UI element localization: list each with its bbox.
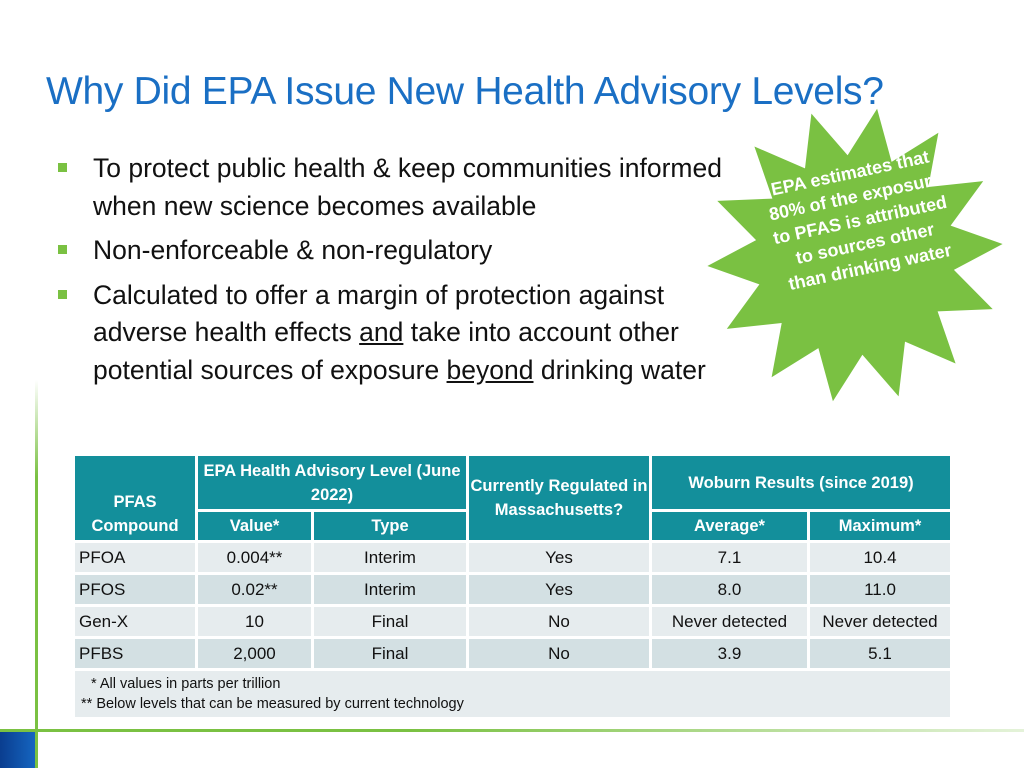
bullet-icon <box>58 289 67 299</box>
footnote: ** Below levels that can be measured by … <box>81 696 464 712</box>
table-cell: Final <box>311 604 469 639</box>
header-woburn: Woburn Results (since 2019) <box>649 453 953 512</box>
bullet-icon <box>58 163 67 172</box>
table-cell: No <box>466 636 652 671</box>
bullet-text: Calculated to offer a margin of protecti… <box>93 279 665 348</box>
footnotes: * All values in parts per trillion ** Be… <box>72 668 953 720</box>
header-value: Value* <box>195 509 314 543</box>
bullet-text: take into account other potential source… <box>93 317 679 385</box>
starburst-callout-shape <box>707 108 1003 402</box>
table-cell: Yes <box>466 572 652 607</box>
header-regulated: Currently Regulated in Massachusetts? <box>466 453 652 543</box>
header-type: Type <box>311 509 469 543</box>
bullet-text: drinking water <box>533 354 706 385</box>
bullet-icon <box>58 245 67 254</box>
table-cell: 0.004** <box>195 540 314 575</box>
starburst-polygon <box>707 108 1003 402</box>
table-row: PFBS 2,000 Final No 3.9 5.1 <box>72 636 953 671</box>
table-cell: PFBS <box>72 636 198 671</box>
table-cell: No <box>466 604 652 639</box>
table-cell: 11.0 <box>807 572 953 607</box>
pfas-table: PFAS Compound EPA Health Advisory Level … <box>72 453 953 720</box>
underlined-text: beyond <box>446 354 534 385</box>
decorative-vertical-line <box>35 380 38 768</box>
underlined-text: and <box>359 317 404 347</box>
table-cell: 8.0 <box>649 572 810 607</box>
bullet-text: Non-enforceable & non-regulatory <box>93 235 493 265</box>
table-cell: 10 <box>195 604 314 639</box>
table-cell: Never detected <box>807 604 953 639</box>
table-cell: Never detected <box>649 604 810 639</box>
bullet-item: Non-enforceable & non-regulatory <box>58 232 738 270</box>
table-cell: Interim <box>311 572 469 607</box>
bullet-list: To protect public health & keep communit… <box>58 150 738 396</box>
header-epa: EPA Health Advisory Level (June 2022) <box>195 453 469 512</box>
header-average: Average* <box>649 509 810 543</box>
table-cell: Final <box>311 636 469 671</box>
table-cell: 7.1 <box>649 540 810 575</box>
table-cell: PFOS <box>72 572 198 607</box>
table-cell: 5.1 <box>807 636 953 671</box>
table-row: PFOS 0.02** Interim Yes 8.0 11.0 <box>72 572 953 607</box>
header-maximum: Maximum* <box>807 509 953 543</box>
table-cell: 2,000 <box>195 636 314 671</box>
decorative-corner-block <box>0 732 35 768</box>
table-cell: Interim <box>311 540 469 575</box>
bullet-item: To protect public health & keep communit… <box>58 150 738 225</box>
header-compound: PFAS Compound <box>72 453 198 543</box>
bullet-item: Calculated to offer a margin of protecti… <box>58 277 738 390</box>
bullet-text: To protect public health & keep communit… <box>93 153 722 221</box>
decorative-horizontal-line <box>0 729 1024 732</box>
table-cell: 3.9 <box>649 636 810 671</box>
table-row: Gen-X 10 Final No Never detected Never detect… <box>72 604 953 639</box>
table-cell: 0.02** <box>195 572 314 607</box>
slide-title: Why Did EPA Issue New Health Advisory Le… <box>46 70 884 113</box>
table-cell: Yes <box>466 540 652 575</box>
table-cell: PFOA <box>72 540 198 575</box>
table-cell: 10.4 <box>807 540 953 575</box>
table-row: PFOA 0.004** Interim Yes 7.1 10.4 <box>72 540 953 575</box>
table-cell: Gen-X <box>72 604 198 639</box>
footnote: * All values in parts per trillion <box>91 676 281 692</box>
